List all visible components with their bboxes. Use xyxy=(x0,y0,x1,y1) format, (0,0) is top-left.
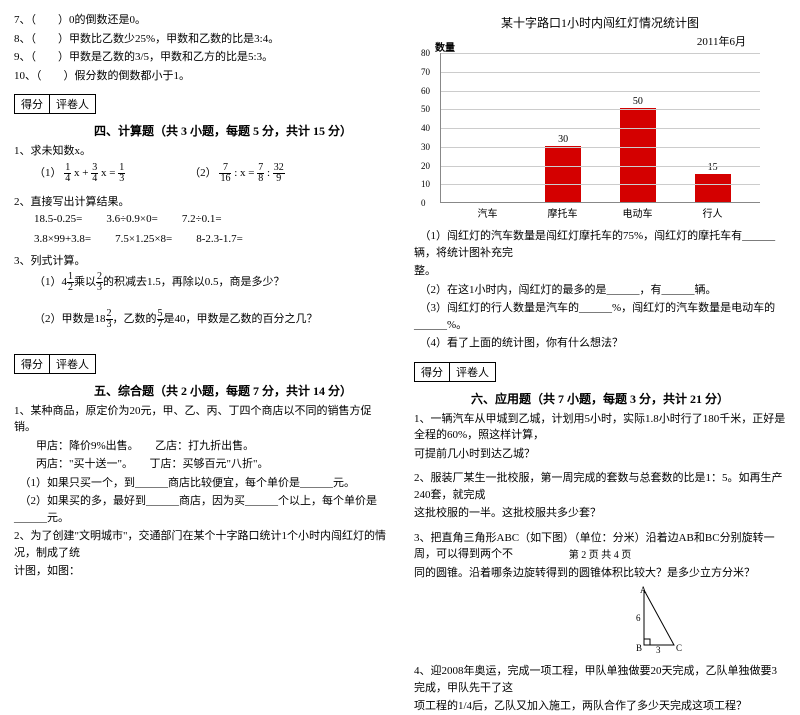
bar-chart: 数量 305015 01020304050607080 xyxy=(440,53,760,203)
x-label: 汽车 xyxy=(463,205,513,220)
grader-label: 评卷人 xyxy=(50,355,95,373)
arith: 3.6÷0.9×0= xyxy=(106,213,157,225)
app-q1: 1、一辆汽车从甲城到乙城，计划用5小时，实际1.8小时行了180千米，正好是全程… xyxy=(414,411,786,463)
tf-item: 10、（ ）假分数的倒数都小于1。 xyxy=(14,68,386,85)
svg-text:6: 6 xyxy=(636,613,641,623)
x-labels: 汽车 摩托车 电动车 行人 xyxy=(440,205,760,220)
s5q1-line: （1）如果只买一个，到______商店比较便宜，每个单价是______元。 xyxy=(14,475,386,492)
bar: 50 xyxy=(620,108,656,202)
arith: 8-2.3-1.7= xyxy=(196,233,243,245)
arith-row: 3.8×99+3.8= 7.5×1.25×8= 8-2.3-1.7= xyxy=(34,233,386,245)
equation-row: （1） 14 x + 34 x = 13 （2） 716 : x = 78 : … xyxy=(34,163,386,184)
left-column: 7、（ ）0的倒数还是0。 8、（ ）甲数比乙数少25%，甲数和乙数的比是3:4… xyxy=(0,0,400,565)
q3b: （2）甲数是1823，乙数的57是40，甲数是乙数的百分之几？ xyxy=(14,309,386,330)
score-label: 得分 xyxy=(415,363,450,381)
arith: 18.5-0.25= xyxy=(34,213,82,225)
svg-text:C: C xyxy=(676,643,682,653)
y-axis-title: 数量 xyxy=(435,39,455,54)
s5q1-line: 丙店："买十送一"。 丁店：买够百元"八折"。 xyxy=(14,456,386,473)
chart-q: （2）在这1小时内，闯红灯的最多的是______，有______辆。 xyxy=(414,282,786,299)
app-q2: 2、服装厂某生一批校服，第一周完成的套数与总套数的比是1：5。如再生产240套，… xyxy=(414,470,786,522)
arith: 3.8×99+3.8= xyxy=(34,233,91,245)
chart-q: （1）闯红灯的汽车数量是闯红灯摩托车的75%，闯红灯的摩托车有______辆，将… xyxy=(414,228,786,261)
chart-date: 2011年6月 xyxy=(414,33,786,49)
arith-row: 18.5-0.25= 3.6÷0.9×0= 7.2÷0.1= xyxy=(34,213,386,225)
tf-item: 9、（ ）甲数是乙数的3/5，甲数和乙方的比是5:3。 xyxy=(14,49,386,66)
score-box: 得分 评卷人 xyxy=(14,354,96,374)
tf-item: 8、（ ）甲数比乙数少25%，甲数和乙数的比是3:4。 xyxy=(14,31,386,48)
svg-text:A: A xyxy=(640,585,647,595)
chart-q: 整。 xyxy=(414,263,786,280)
section-6-title: 六、应用题（共 7 小题，每题 3 分，共计 21 分） xyxy=(414,390,786,407)
equation-2: （2） 716 : x = 78 : 329 xyxy=(189,163,285,184)
section-5-title: 五、综合题（共 2 小题，每题 7 分，共计 14 分） xyxy=(14,382,386,399)
arith: 7.5×1.25×8= xyxy=(115,233,172,245)
section-4-title: 四、计算题（共 3 小题，每题 5 分，共计 15 分） xyxy=(14,122,386,139)
x-label: 行人 xyxy=(688,205,738,220)
app-q4: 4、迎2008年奥运，完成一项工程，甲队单独做要20天完成，乙队单独做要3完成，… xyxy=(414,663,786,715)
chart-title: 某十字路口1小时内闯红灯情况统计图 xyxy=(414,14,786,31)
chart-q: （3）闯红灯的行人数量是汽车的______%，闯红灯的汽车数量是电动车的____… xyxy=(414,300,786,333)
calc-q1: 1、求未知数x。 xyxy=(14,143,386,160)
equation-1: （1） 14 x + 34 x = 13 xyxy=(34,163,125,184)
svg-text:3: 3 xyxy=(656,645,661,655)
bar: 15 xyxy=(695,174,731,202)
s5q1-line: 甲店：降价9%出售。 乙店：打九折出售。 xyxy=(14,438,386,455)
s5q1-line: （2）如果买的多，最好到______商店，因为买______个以上，每个单价是_… xyxy=(14,493,386,526)
triangle-diagram: A B C 6 3 xyxy=(634,585,704,655)
calc-q2: 2、直接写出计算结果。 xyxy=(14,194,386,211)
s5q2-line: 计图，如图： xyxy=(14,563,386,580)
bar: 30 xyxy=(545,146,581,202)
score-box: 得分 评卷人 xyxy=(414,362,496,382)
score-box: 得分 评卷人 xyxy=(14,94,96,114)
svg-text:B: B xyxy=(636,643,642,653)
grader-label: 评卷人 xyxy=(50,95,95,113)
score-label: 得分 xyxy=(15,95,50,113)
tf-item: 7、（ ）0的倒数还是0。 xyxy=(14,12,386,29)
s5q1-line: 1、某种商品，原定价为20元，甲、乙、丙、丁四个商店以不同的销售方促销。 xyxy=(14,403,386,436)
calc-q3: 3、列式计算。 xyxy=(14,253,386,270)
grader-label: 评卷人 xyxy=(450,363,495,381)
x-label: 电动车 xyxy=(613,205,663,220)
chart-q: （4）看了上面的统计图，你有什么想法？ xyxy=(414,335,786,352)
arith: 7.2÷0.1= xyxy=(182,213,222,225)
x-label: 摩托车 xyxy=(538,205,588,220)
page-footer: 第 2 页 共 4 页 xyxy=(400,546,800,561)
s5q2-line: 2、为了创建"文明城市"，交通部门在某个十字路口统计1个小时内闯红灯的情况，制成… xyxy=(14,528,386,561)
chart-wrap: 某十字路口1小时内闯红灯情况统计图 2011年6月 数量 305015 0102… xyxy=(414,14,786,220)
right-column: 某十字路口1小时内闯红灯情况统计图 2011年6月 数量 305015 0102… xyxy=(400,0,800,565)
q3a: （1）412乘以23的积减去1.5，再除以0.5，商是多少？ xyxy=(14,272,386,293)
score-label: 得分 xyxy=(15,355,50,373)
